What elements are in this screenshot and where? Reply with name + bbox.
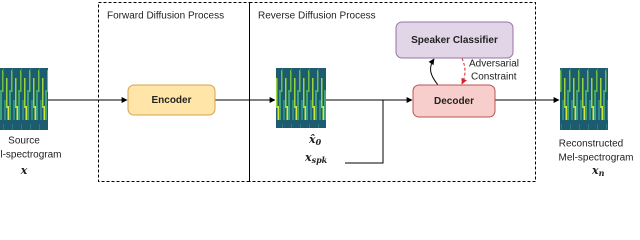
math-label: x	[20, 164, 28, 177]
node-label: Encoder	[151, 95, 191, 106]
speaker-connector	[345, 100, 384, 164]
latent-spectrogram	[276, 68, 326, 128]
classifier-node	[395, 21, 514, 59]
classifier-arrow	[428, 58, 439, 86]
section-title: Reverse Diffusion Process	[258, 11, 376, 22]
diagram: Forward Diffusion Process Reverse Diffus…	[0, 2, 634, 182]
label: Mel-spectrogram	[0, 150, 62, 161]
annotation: Adversarial	[469, 59, 519, 70]
adversarial-arrow	[461, 57, 467, 85]
reverse-box	[249, 2, 536, 182]
output-spectrogram	[560, 68, 608, 130]
node-label: Speaker Classifier	[411, 35, 498, 46]
label: Source	[8, 136, 40, 147]
annotation: Constraint	[471, 72, 517, 83]
math-label: x̂0	[308, 133, 322, 147]
label: Mel-spectrogram	[558, 153, 633, 164]
label: Reconstructed	[559, 139, 623, 150]
section-title: Forward Diffusion Process	[107, 11, 224, 22]
decoder-node	[412, 84, 496, 118]
math-label: xn	[591, 164, 605, 178]
node-label: Decoder	[434, 96, 474, 107]
math-label: xspk	[304, 151, 328, 165]
encoder-node	[127, 84, 216, 116]
source-spectrogram	[0, 68, 48, 130]
